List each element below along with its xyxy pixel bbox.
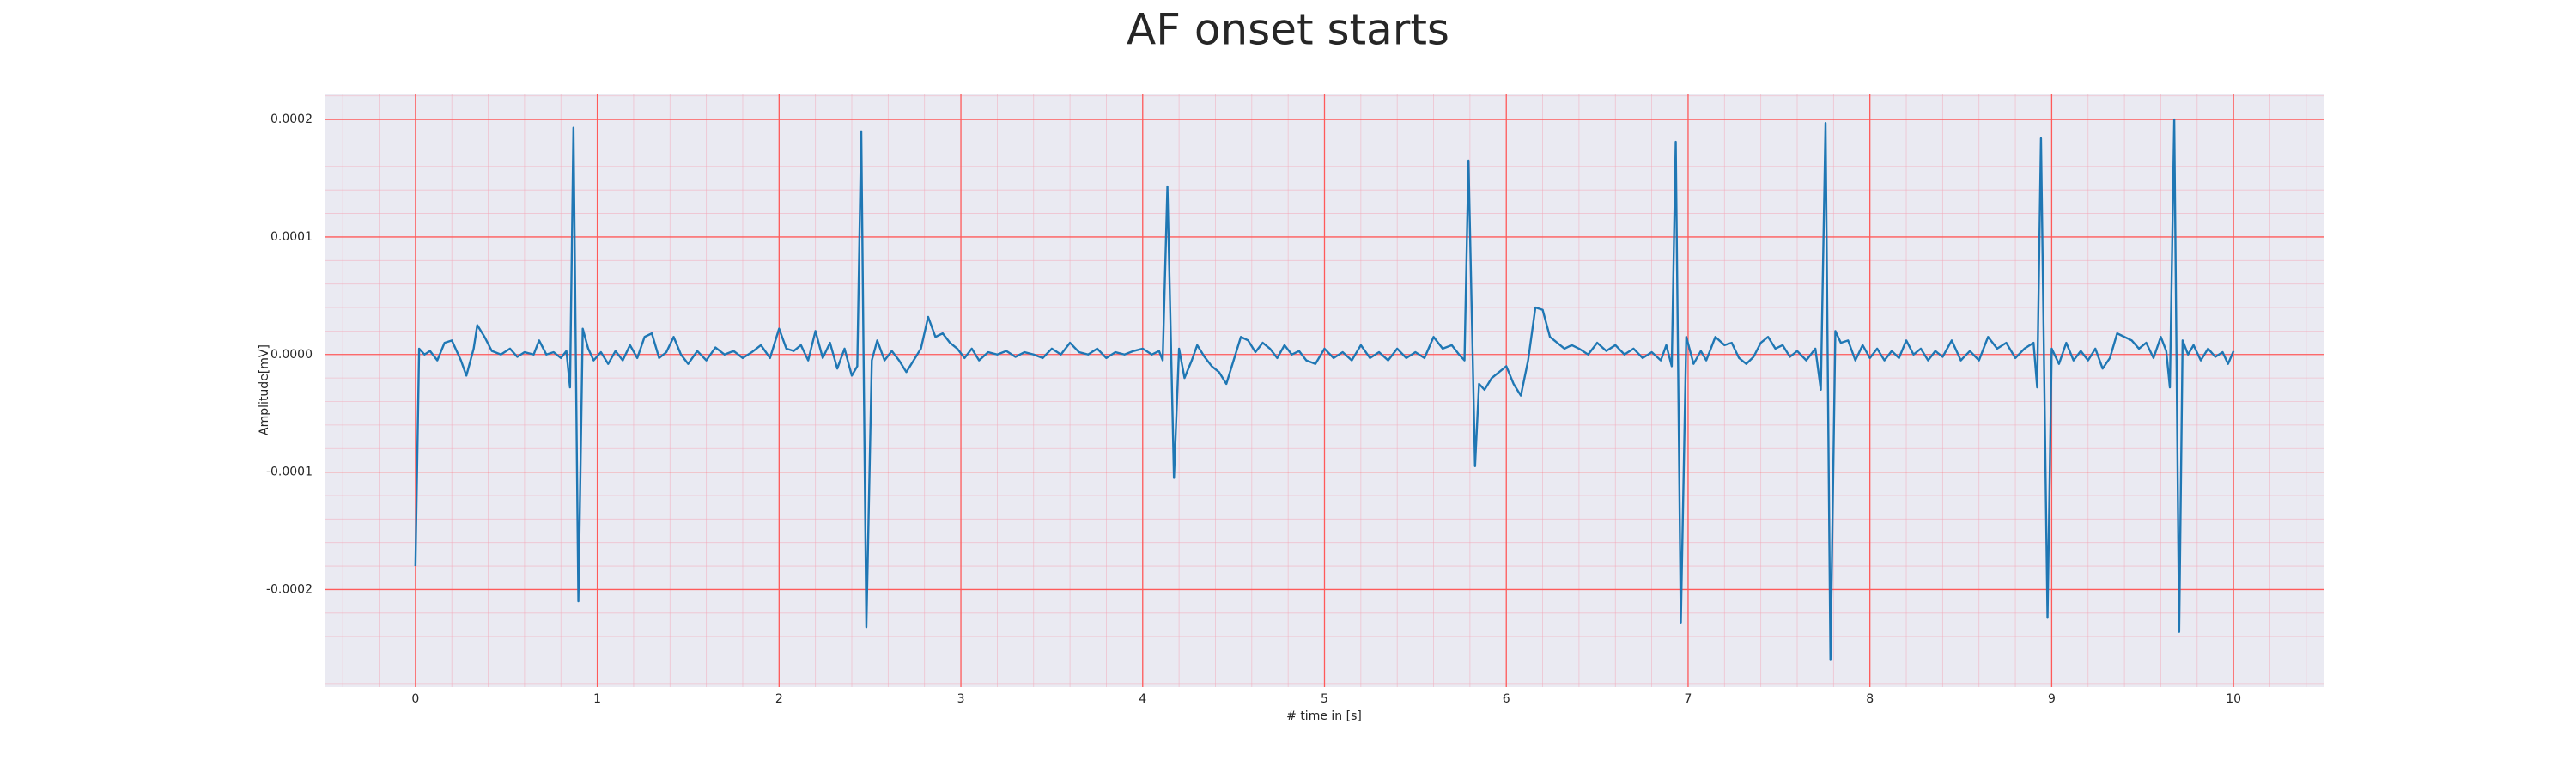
ecg-line [414, 118, 2235, 661]
x-tick-label: 5 [1321, 692, 1328, 706]
x-tick-label: 2 [775, 692, 783, 706]
x-tick-label: 6 [1503, 692, 1510, 706]
y-tick-label: -0.0002 [266, 582, 313, 596]
x-tick-label: 9 [2048, 692, 2056, 706]
x-tick-label: 10 [2226, 692, 2241, 706]
x-tick-label: 3 [957, 692, 965, 706]
marks [414, 118, 2235, 661]
x-axis-label: # time in [s] [1286, 709, 1362, 723]
y-tick-label: 0.0001 [270, 230, 313, 244]
y-axis-label: Amplitude[mV] [258, 344, 271, 435]
x-tick-label: 7 [1684, 692, 1692, 706]
x-tick-label: 0 [411, 692, 419, 706]
chart-title: AF onset starts [1127, 5, 1449, 55]
y-tick-label: -0.0001 [266, 466, 313, 479]
x-tick-label: 8 [1866, 692, 1874, 706]
grid [325, 94, 2324, 687]
y-tick-label: 0.0000 [270, 348, 313, 362]
x-tick-label: 4 [1139, 692, 1146, 706]
y-tick-label: 0.0002 [270, 113, 313, 126]
x-tick-label: 1 [593, 692, 601, 706]
